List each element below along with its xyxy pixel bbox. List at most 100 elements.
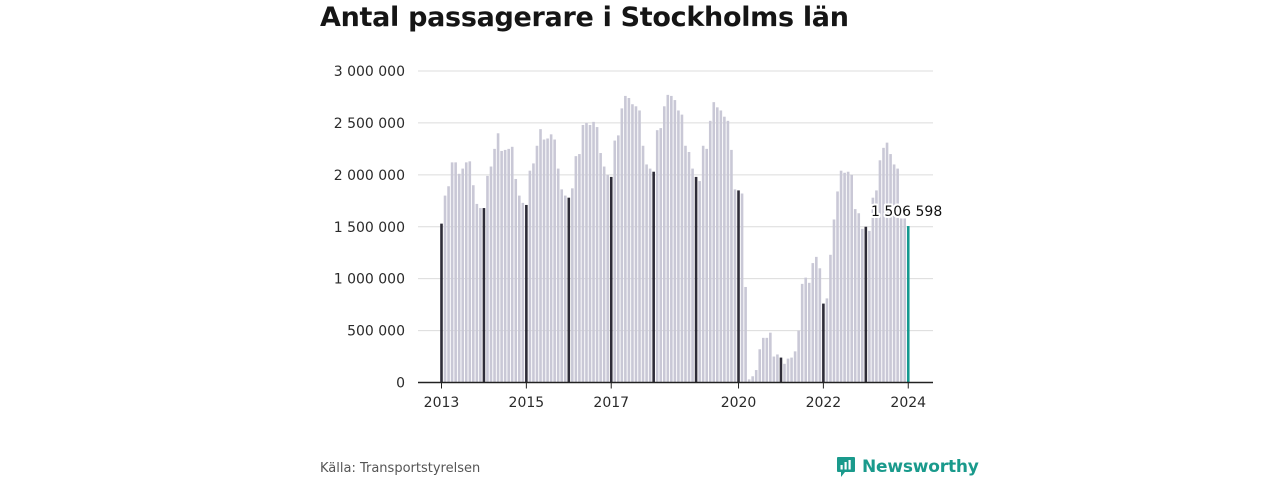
bar (585, 122, 588, 383)
bar (560, 189, 564, 383)
bar (553, 139, 556, 383)
bar (797, 330, 800, 383)
bar (744, 286, 747, 383)
bars (440, 94, 910, 383)
highlight-value-label: 1 506 598 (871, 204, 942, 220)
bar (701, 145, 705, 383)
bar (687, 151, 691, 383)
bar (648, 168, 652, 383)
bar (758, 349, 762, 383)
bar (723, 116, 726, 383)
bar (574, 156, 578, 383)
bar-chart-speech-bubble-icon (837, 457, 855, 477)
bar (655, 130, 659, 383)
bar (620, 108, 624, 383)
bar (868, 230, 871, 383)
bar (694, 176, 698, 383)
bar (517, 195, 521, 383)
axes (418, 381, 933, 389)
bar (567, 197, 571, 383)
bar (447, 186, 450, 383)
bar (631, 104, 634, 383)
bar (673, 100, 677, 383)
newsworthy-logo[interactable]: Newsworthy (836, 455, 979, 479)
bar (712, 102, 716, 383)
bar (896, 168, 899, 383)
bar (719, 110, 723, 383)
bar (666, 94, 670, 383)
bar (507, 148, 510, 383)
x-tick-label: 2022 (806, 395, 842, 411)
bar (592, 121, 595, 383)
bar (772, 356, 776, 383)
bar (737, 190, 740, 383)
bar (793, 351, 797, 383)
bar (684, 145, 687, 383)
bar (461, 168, 465, 383)
bar (599, 153, 602, 383)
bar (680, 114, 684, 383)
bar (843, 172, 846, 383)
bar (670, 95, 673, 383)
bar (885, 142, 889, 383)
bar (578, 154, 581, 383)
bar (818, 268, 822, 383)
bar (652, 171, 655, 383)
bar (440, 223, 443, 383)
bar (786, 358, 790, 383)
bar (850, 174, 853, 383)
bar (860, 228, 864, 383)
bar (475, 203, 479, 383)
bar (815, 256, 818, 383)
bar (769, 332, 772, 383)
bar (493, 148, 496, 383)
bar (606, 174, 609, 383)
bar (790, 357, 793, 383)
bar (733, 189, 737, 383)
bar (751, 376, 754, 383)
bar (754, 370, 758, 383)
bar (906, 226, 910, 383)
bar (514, 178, 518, 383)
bar (464, 162, 468, 383)
bar (811, 263, 815, 383)
bar (588, 124, 592, 383)
bar (532, 163, 535, 383)
x-tick-label: 2015 (509, 395, 545, 411)
bar (765, 337, 769, 383)
bar (783, 363, 786, 383)
bar (645, 164, 648, 383)
bar (472, 185, 475, 383)
bar (825, 298, 829, 383)
bar (549, 134, 553, 383)
bar (839, 170, 843, 383)
bar (829, 254, 832, 383)
bar (776, 354, 779, 383)
bar (716, 107, 719, 383)
bar (889, 154, 892, 383)
bar (525, 204, 528, 383)
chart-title: Antal passagerare i Stockholms län (320, 2, 849, 33)
bar (903, 218, 907, 383)
bar (875, 190, 878, 383)
bar (807, 282, 811, 383)
bar (617, 135, 620, 383)
y-tick-label: 3 000 000 (334, 64, 405, 80)
bar (638, 110, 641, 383)
bar (747, 379, 751, 383)
bar (563, 195, 567, 383)
bar (609, 176, 613, 383)
bar (662, 106, 666, 383)
bar (450, 162, 454, 383)
highlight-value-halo: 1 506 598 (871, 204, 942, 220)
bar (705, 148, 708, 383)
bar (857, 213, 861, 383)
bar (698, 181, 701, 383)
bar (804, 277, 808, 383)
bar (846, 171, 850, 383)
brand-name: Newsworthy (862, 457, 979, 477)
bar (602, 166, 606, 383)
bar (708, 120, 712, 383)
bar (454, 162, 457, 383)
bar (489, 166, 493, 383)
